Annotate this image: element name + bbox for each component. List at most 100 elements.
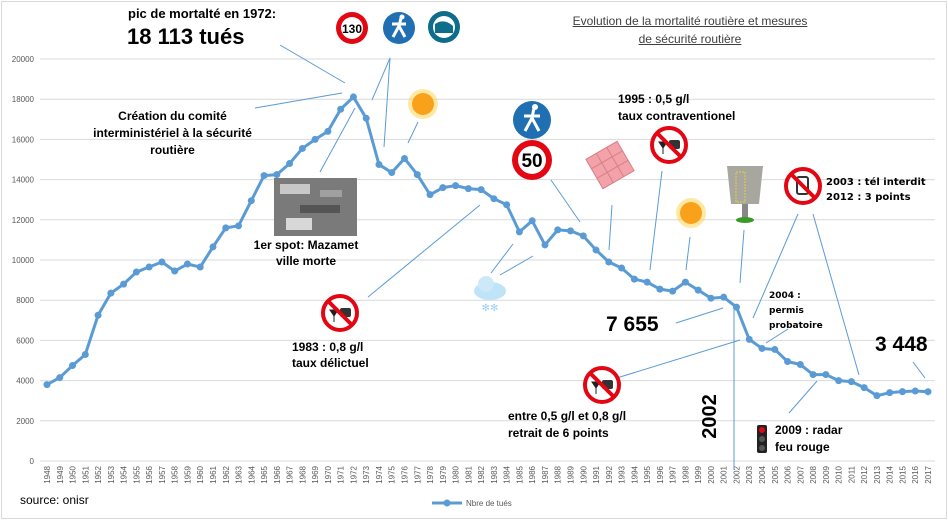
glass-shape bbox=[591, 381, 601, 394]
x-tick-label: 1995 bbox=[643, 465, 652, 483]
speed-limit-130-icon: 130 bbox=[336, 12, 368, 44]
annotation-line: routière bbox=[150, 143, 195, 157]
data-point bbox=[822, 371, 830, 379]
data-point bbox=[898, 388, 906, 396]
traffic-light-icon bbox=[757, 425, 767, 453]
x-tick-label: 1971 bbox=[337, 465, 346, 483]
x-tick-label: 1979 bbox=[439, 465, 448, 483]
data-point bbox=[298, 144, 306, 152]
annotation-line: taux délictuel bbox=[292, 356, 369, 370]
annotation-line: ville morte bbox=[275, 254, 337, 268]
snow-cloud-icon: ✻✻ bbox=[474, 276, 506, 314]
legend-label: Nbre de tués bbox=[466, 498, 512, 508]
data-point bbox=[656, 285, 664, 293]
data-point bbox=[860, 384, 868, 392]
data-point bbox=[222, 224, 230, 232]
data-point bbox=[911, 387, 919, 395]
data-point bbox=[732, 303, 740, 311]
x-tick-label: 1963 bbox=[235, 465, 244, 483]
data-point bbox=[630, 275, 638, 283]
data-point bbox=[235, 222, 243, 230]
glass-shape bbox=[658, 141, 668, 154]
annotation-1983: 1983 : 0,8 g/l taux délictuel bbox=[292, 339, 369, 371]
data-point bbox=[183, 260, 191, 268]
annotation-permis: 2004 : permis probatoire bbox=[769, 289, 823, 334]
x-tick-label: 1996 bbox=[656, 465, 665, 483]
annotation-line: 2004 : bbox=[769, 291, 801, 301]
data-point bbox=[758, 344, 766, 352]
data-point bbox=[566, 227, 574, 235]
x-tick-label: 1987 bbox=[541, 465, 550, 483]
x-tick-label: 1960 bbox=[196, 465, 205, 483]
y-tick-label: 18000 bbox=[12, 95, 35, 104]
x-tick-label: 2011 bbox=[847, 465, 856, 483]
x-tick-label: 2002 bbox=[732, 465, 741, 483]
x-tick-label: 2015 bbox=[898, 465, 907, 483]
x-tick-label: 1993 bbox=[618, 465, 627, 483]
data-point bbox=[107, 289, 115, 297]
annotation-line: 1995 : 0,5 g/l bbox=[618, 92, 690, 106]
x-tick-label: 1990 bbox=[579, 465, 588, 483]
data-point bbox=[592, 246, 600, 254]
series-line-nbre-de-tues bbox=[46, 95, 929, 398]
y-tick-label: 6000 bbox=[16, 336, 34, 345]
data-point bbox=[490, 195, 498, 203]
data-point bbox=[886, 389, 894, 397]
mazamet-photo bbox=[274, 178, 357, 236]
sun-icon bbox=[676, 198, 706, 228]
x-tick-label: 1948 bbox=[43, 465, 52, 483]
title-line: Evolution de la mortalité routière et me… bbox=[572, 14, 808, 28]
x-tick-label: 1978 bbox=[426, 465, 435, 483]
x-tick-label: 1966 bbox=[273, 465, 282, 483]
data-point bbox=[873, 392, 881, 400]
data-point bbox=[503, 201, 511, 209]
x-tick-label: 1973 bbox=[362, 465, 371, 483]
x-tick-label: 1977 bbox=[413, 465, 422, 483]
x-tick-label: 1988 bbox=[554, 465, 563, 483]
annotation-spot: 1er spot: Mazamet ville morte bbox=[236, 237, 376, 269]
data-point bbox=[720, 293, 728, 301]
y-tick-label: 10000 bbox=[12, 256, 35, 265]
annotation-line: taux contraventionel bbox=[618, 109, 736, 123]
data-point bbox=[554, 226, 562, 234]
x-tick-label: 1982 bbox=[477, 465, 486, 483]
data-point bbox=[784, 358, 792, 366]
data-point bbox=[94, 311, 102, 319]
annotation-phone: 2003 : tél interdit 2012 : 3 points bbox=[826, 175, 926, 205]
y-tick-label: 8000 bbox=[16, 296, 34, 305]
x-tick-label: 1955 bbox=[132, 465, 141, 483]
data-point bbox=[796, 361, 804, 369]
x-tick-label: 1997 bbox=[669, 465, 678, 483]
data-point bbox=[375, 161, 383, 169]
annotation-line: Création du comité bbox=[118, 109, 227, 123]
sun-icon bbox=[408, 89, 438, 119]
x-tick-label: 1983 bbox=[490, 465, 499, 483]
x-tick-label: 2005 bbox=[771, 465, 780, 483]
annotation-line: retrait de 6 points bbox=[508, 426, 609, 440]
data-point bbox=[69, 362, 77, 370]
annotation-line: probatoire bbox=[769, 321, 823, 331]
svg-text:50: 50 bbox=[521, 151, 542, 172]
x-tick-label: 1994 bbox=[630, 465, 639, 483]
x-tick-label: 1972 bbox=[349, 465, 358, 483]
x-tick-label: 2007 bbox=[796, 465, 805, 483]
annotation-line: 2009 : radar bbox=[775, 423, 843, 437]
data-point bbox=[286, 160, 294, 168]
x-tick-label: 2016 bbox=[911, 465, 920, 483]
peak-value: 18 113 tués bbox=[127, 24, 245, 49]
data-point bbox=[196, 263, 204, 271]
y-tick-label: 14000 bbox=[12, 176, 35, 185]
data-point bbox=[43, 381, 51, 389]
x-tick-label: 1986 bbox=[528, 465, 537, 483]
pedestrian-sign-icon bbox=[383, 12, 415, 44]
glass-shape bbox=[329, 309, 339, 322]
x-tick-label: 1950 bbox=[69, 465, 78, 483]
no-drink-driving-icon bbox=[321, 294, 359, 332]
data-point bbox=[311, 135, 319, 143]
chart-title: Evolution de la mortalité routière et me… bbox=[520, 12, 860, 48]
x-tick-label: 1954 bbox=[120, 465, 129, 483]
pedestrian-sign-icon bbox=[513, 101, 551, 139]
x-tick-label: 2009 bbox=[822, 465, 831, 483]
data-point bbox=[362, 114, 370, 122]
